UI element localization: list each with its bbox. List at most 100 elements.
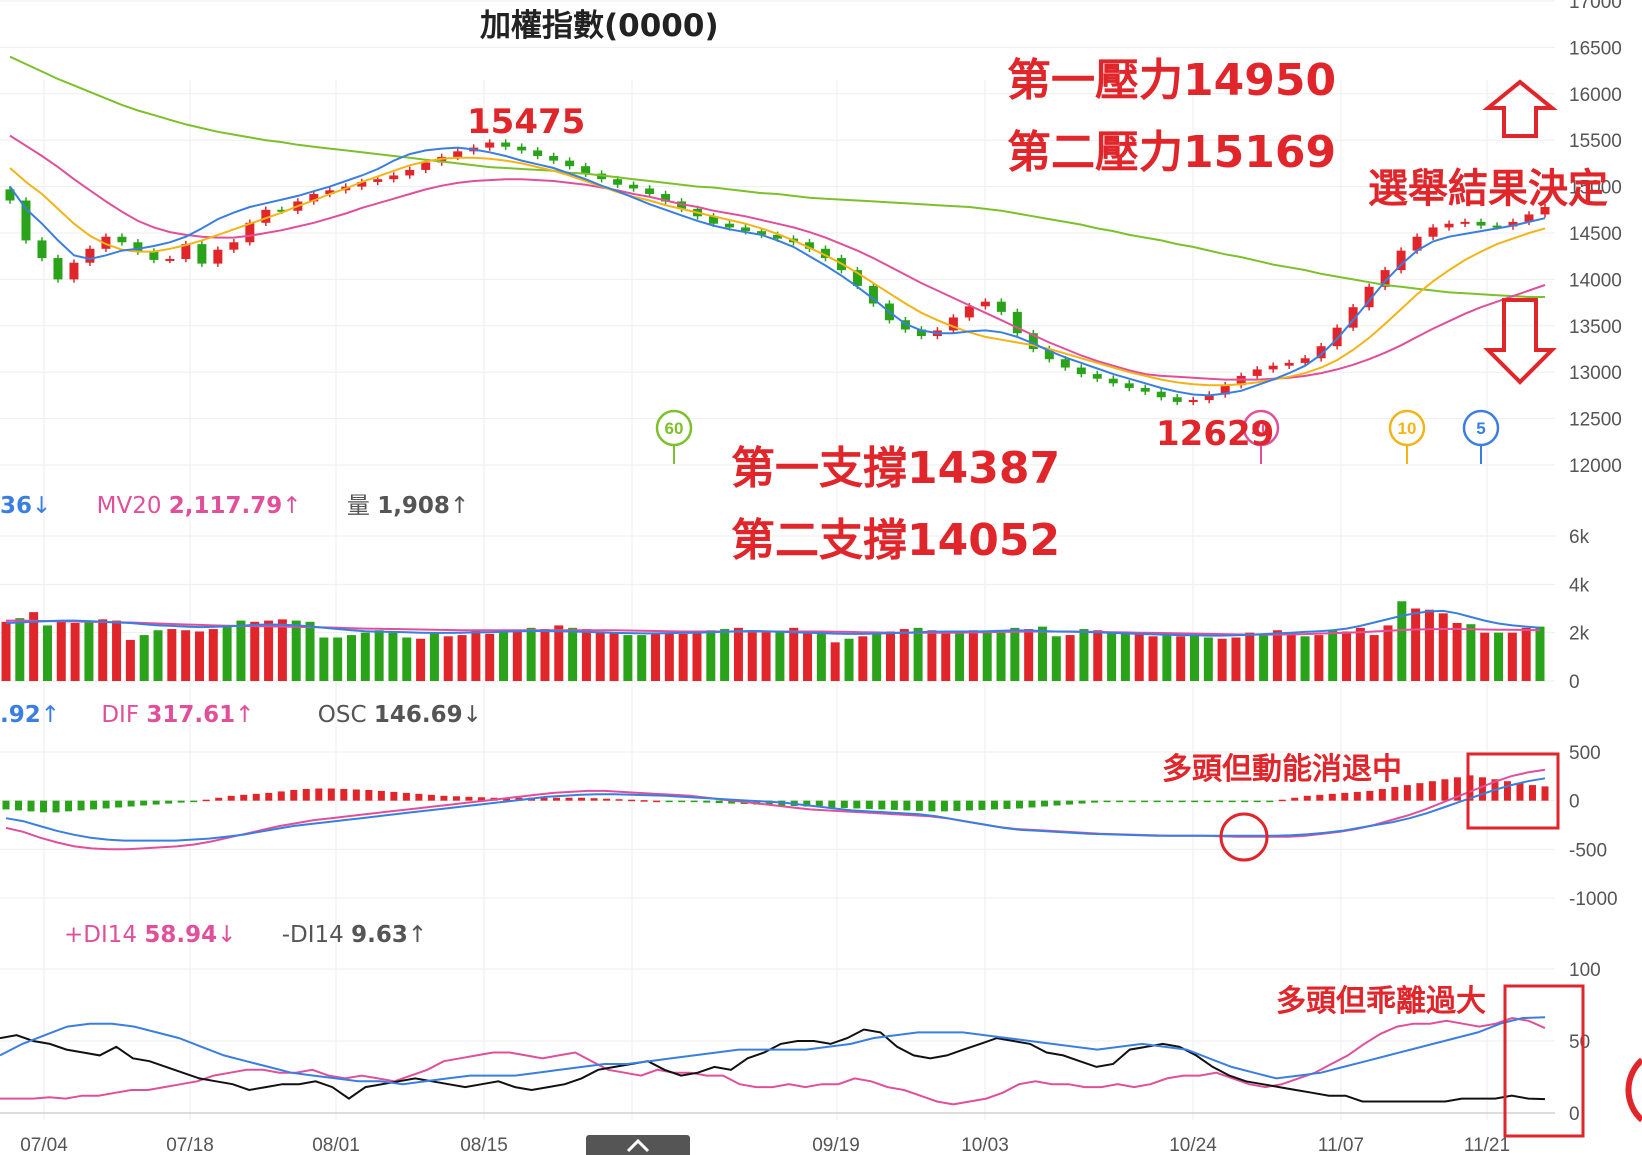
macd-highlight-box (1466, 752, 1560, 830)
osc-bar (978, 800, 986, 810)
osc-bar (165, 800, 173, 804)
osc-bar (1191, 800, 1199, 803)
volume-bar (333, 637, 343, 681)
volume-bar (858, 636, 868, 681)
volume-bar (540, 629, 550, 681)
volume-bar (471, 630, 481, 681)
volume-bar (554, 625, 564, 681)
x-tick-label: 11/07 (1318, 1135, 1364, 1155)
candle (117, 236, 127, 243)
osc-bar (2, 800, 10, 810)
price-tick-label: 14000 (1569, 270, 1622, 291)
volume-bar (1, 621, 11, 681)
price-tick-label: 13000 (1569, 363, 1622, 384)
volume-bar (1286, 632, 1296, 681)
osc-bar (415, 793, 423, 801)
osc-bar (477, 797, 485, 801)
candle (229, 242, 239, 250)
volume-bar (706, 630, 716, 681)
osc-bar (1015, 800, 1023, 809)
volume-bar (1245, 632, 1255, 681)
volume-bar (1093, 630, 1103, 681)
volume-bar (194, 631, 204, 681)
candle (53, 258, 63, 280)
candle (725, 223, 735, 228)
candle (1268, 365, 1278, 370)
osc-bar (440, 795, 448, 801)
x-tick-label: 07/18 (166, 1135, 214, 1155)
volume-bar (955, 632, 965, 681)
osc-bar (1316, 794, 1324, 801)
osc-bar (1166, 800, 1174, 803)
volume-bar (512, 631, 522, 681)
x-tick-label: 09/19 (812, 1135, 860, 1155)
volume-bar (1438, 613, 1448, 681)
volume-bar (29, 612, 39, 681)
dmi-tick-label: 0 (1569, 1104, 1580, 1125)
candle (277, 209, 287, 212)
volume-bar (1037, 626, 1047, 681)
support-1-label: 第一支撐14387 (731, 443, 1061, 494)
volume-bar (1190, 633, 1200, 681)
volume-bar (1383, 625, 1393, 681)
volume-bar (499, 630, 509, 681)
volume-bar (885, 631, 895, 681)
ma-markers: 60 20 10 5 (655, 409, 1500, 464)
candle (1492, 225, 1502, 228)
chevron-up-icon (626, 1138, 650, 1153)
volume-bar (803, 631, 813, 681)
osc-bar (1528, 785, 1536, 801)
osc-bar (1253, 800, 1261, 803)
candle (565, 160, 575, 167)
up-arrow-icon (1482, 79, 1558, 138)
price-tick-label: 16500 (1569, 38, 1622, 59)
osc-bar (352, 789, 360, 801)
osc-bar (1416, 783, 1424, 801)
osc-bar (565, 797, 573, 801)
volume-tick-label: 4k (1569, 575, 1590, 596)
osc-bar (690, 800, 698, 803)
candle (1316, 346, 1326, 359)
volume-bar (789, 627, 799, 681)
osc-bar (1378, 788, 1386, 801)
ma-marker-label: 10 (1398, 419, 1417, 438)
volume-bar (1397, 601, 1407, 681)
chart-title: 加權指數(0000) (480, 8, 719, 44)
volume-bar (844, 638, 854, 681)
volume-bar (1079, 629, 1089, 681)
candle (133, 242, 143, 252)
osc-bar (1128, 800, 1136, 803)
volume-bar (1024, 629, 1034, 681)
volume-bar (1424, 609, 1434, 681)
candle (309, 194, 319, 202)
volume-bar (388, 632, 398, 681)
osc-bar (878, 800, 886, 810)
osc-bar (1466, 775, 1474, 801)
candle (245, 222, 255, 243)
candle (1364, 286, 1374, 308)
mdi-line (0, 1028, 1546, 1103)
osc-bar (1103, 800, 1111, 803)
osc-bar (1278, 799, 1286, 802)
price-panel (5, 55, 1550, 406)
volume-bar (1314, 635, 1324, 681)
macd-header: .92↑ DIF 317.61↑ OSC 146.69↓ (0, 702, 482, 728)
candle (948, 317, 958, 331)
macd-tick-label: -500 (1569, 840, 1607, 861)
candle (709, 216, 719, 224)
volume-bar (291, 620, 301, 681)
candle (485, 142, 495, 148)
osc-bar (252, 793, 260, 801)
candle (1412, 236, 1422, 251)
osc-bar (728, 800, 736, 804)
collapse-handle[interactable] (586, 1135, 690, 1155)
volume-header: 36↓ MV20 2,117.79↑ 量 1,908↑ (0, 493, 470, 519)
candle (1156, 391, 1166, 398)
volume-bar (1203, 637, 1213, 681)
volume-bar (181, 630, 191, 681)
macd-tick-label: -1000 (1569, 889, 1618, 910)
candle (37, 240, 47, 259)
volume-bar (1507, 632, 1517, 681)
candle (1428, 227, 1438, 237)
dmi-note-label: 多頭但乖離過大 (1276, 984, 1486, 1019)
